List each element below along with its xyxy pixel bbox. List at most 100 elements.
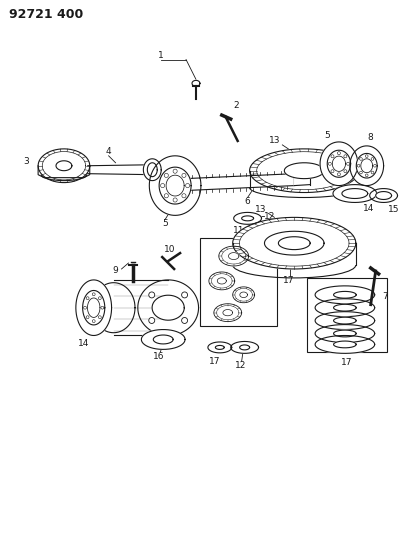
- Text: 7: 7: [383, 292, 389, 301]
- Polygon shape: [334, 317, 356, 324]
- Polygon shape: [315, 299, 375, 317]
- Polygon shape: [219, 246, 249, 266]
- Polygon shape: [83, 290, 105, 325]
- Circle shape: [182, 292, 188, 298]
- Text: 16: 16: [152, 352, 164, 361]
- Polygon shape: [192, 80, 200, 86]
- Polygon shape: [149, 156, 201, 215]
- Polygon shape: [265, 231, 324, 255]
- Polygon shape: [334, 304, 356, 311]
- Polygon shape: [315, 312, 375, 329]
- Circle shape: [84, 306, 87, 309]
- Circle shape: [360, 171, 362, 174]
- Circle shape: [374, 164, 376, 167]
- Polygon shape: [234, 212, 261, 224]
- Polygon shape: [333, 184, 377, 203]
- Circle shape: [331, 169, 334, 173]
- Polygon shape: [147, 163, 157, 176]
- Polygon shape: [294, 174, 310, 185]
- Polygon shape: [142, 329, 185, 350]
- Polygon shape: [223, 310, 233, 316]
- Text: 14: 14: [78, 339, 89, 348]
- Text: 6: 6: [245, 197, 251, 206]
- Polygon shape: [334, 292, 356, 298]
- Bar: [200, 238, 277, 326]
- Circle shape: [186, 183, 190, 188]
- Polygon shape: [166, 175, 184, 196]
- Text: 17: 17: [341, 358, 352, 367]
- Polygon shape: [88, 165, 152, 175]
- Circle shape: [346, 162, 350, 165]
- Circle shape: [173, 198, 177, 202]
- Circle shape: [365, 155, 368, 157]
- Polygon shape: [233, 287, 255, 303]
- Circle shape: [86, 297, 89, 300]
- Polygon shape: [327, 150, 350, 177]
- Polygon shape: [332, 156, 346, 172]
- Polygon shape: [113, 282, 183, 333]
- Circle shape: [360, 158, 362, 160]
- Polygon shape: [92, 282, 135, 333]
- Text: 92721 400: 92721 400: [9, 9, 83, 21]
- Polygon shape: [143, 159, 161, 181]
- Circle shape: [149, 292, 155, 298]
- Polygon shape: [87, 298, 100, 318]
- Text: 2: 2: [233, 101, 239, 110]
- Polygon shape: [370, 189, 397, 203]
- Polygon shape: [240, 345, 249, 350]
- Polygon shape: [240, 292, 247, 297]
- Circle shape: [92, 293, 95, 296]
- Polygon shape: [242, 216, 253, 221]
- Circle shape: [173, 169, 177, 173]
- Circle shape: [344, 169, 347, 173]
- Polygon shape: [56, 161, 72, 171]
- Text: 5: 5: [162, 219, 168, 228]
- Polygon shape: [350, 146, 384, 185]
- Text: 4: 4: [106, 147, 111, 156]
- Circle shape: [328, 162, 331, 165]
- Circle shape: [337, 173, 340, 176]
- Polygon shape: [249, 149, 359, 192]
- Polygon shape: [233, 217, 356, 269]
- Text: 17: 17: [209, 357, 221, 366]
- Polygon shape: [334, 341, 356, 348]
- Polygon shape: [209, 272, 235, 290]
- Text: 14: 14: [363, 204, 375, 213]
- Circle shape: [164, 193, 168, 198]
- Circle shape: [86, 316, 89, 319]
- Polygon shape: [38, 166, 90, 177]
- Polygon shape: [214, 304, 242, 321]
- Text: 10: 10: [164, 245, 176, 254]
- Circle shape: [182, 193, 186, 198]
- Text: 8: 8: [368, 133, 374, 142]
- Circle shape: [98, 297, 101, 300]
- Circle shape: [101, 306, 104, 309]
- Polygon shape: [334, 330, 356, 337]
- Polygon shape: [138, 280, 198, 335]
- Text: 5: 5: [324, 132, 330, 141]
- Polygon shape: [284, 163, 324, 179]
- Circle shape: [182, 318, 188, 324]
- Text: 3: 3: [23, 157, 29, 166]
- Text: 13: 13: [269, 136, 280, 146]
- Circle shape: [92, 320, 95, 322]
- Polygon shape: [361, 159, 373, 173]
- Circle shape: [160, 183, 165, 188]
- Polygon shape: [208, 342, 232, 353]
- Polygon shape: [38, 149, 90, 183]
- Polygon shape: [153, 335, 173, 344]
- Circle shape: [182, 173, 186, 177]
- Circle shape: [98, 316, 101, 319]
- Polygon shape: [376, 191, 391, 199]
- Polygon shape: [342, 189, 368, 198]
- Polygon shape: [215, 345, 224, 350]
- Text: 13: 13: [255, 205, 266, 214]
- Circle shape: [337, 152, 340, 155]
- Text: 9: 9: [113, 266, 118, 276]
- Circle shape: [149, 318, 155, 324]
- Polygon shape: [320, 142, 358, 185]
- Polygon shape: [76, 280, 111, 335]
- Text: 15: 15: [388, 205, 399, 214]
- Polygon shape: [152, 295, 184, 320]
- Circle shape: [371, 171, 374, 174]
